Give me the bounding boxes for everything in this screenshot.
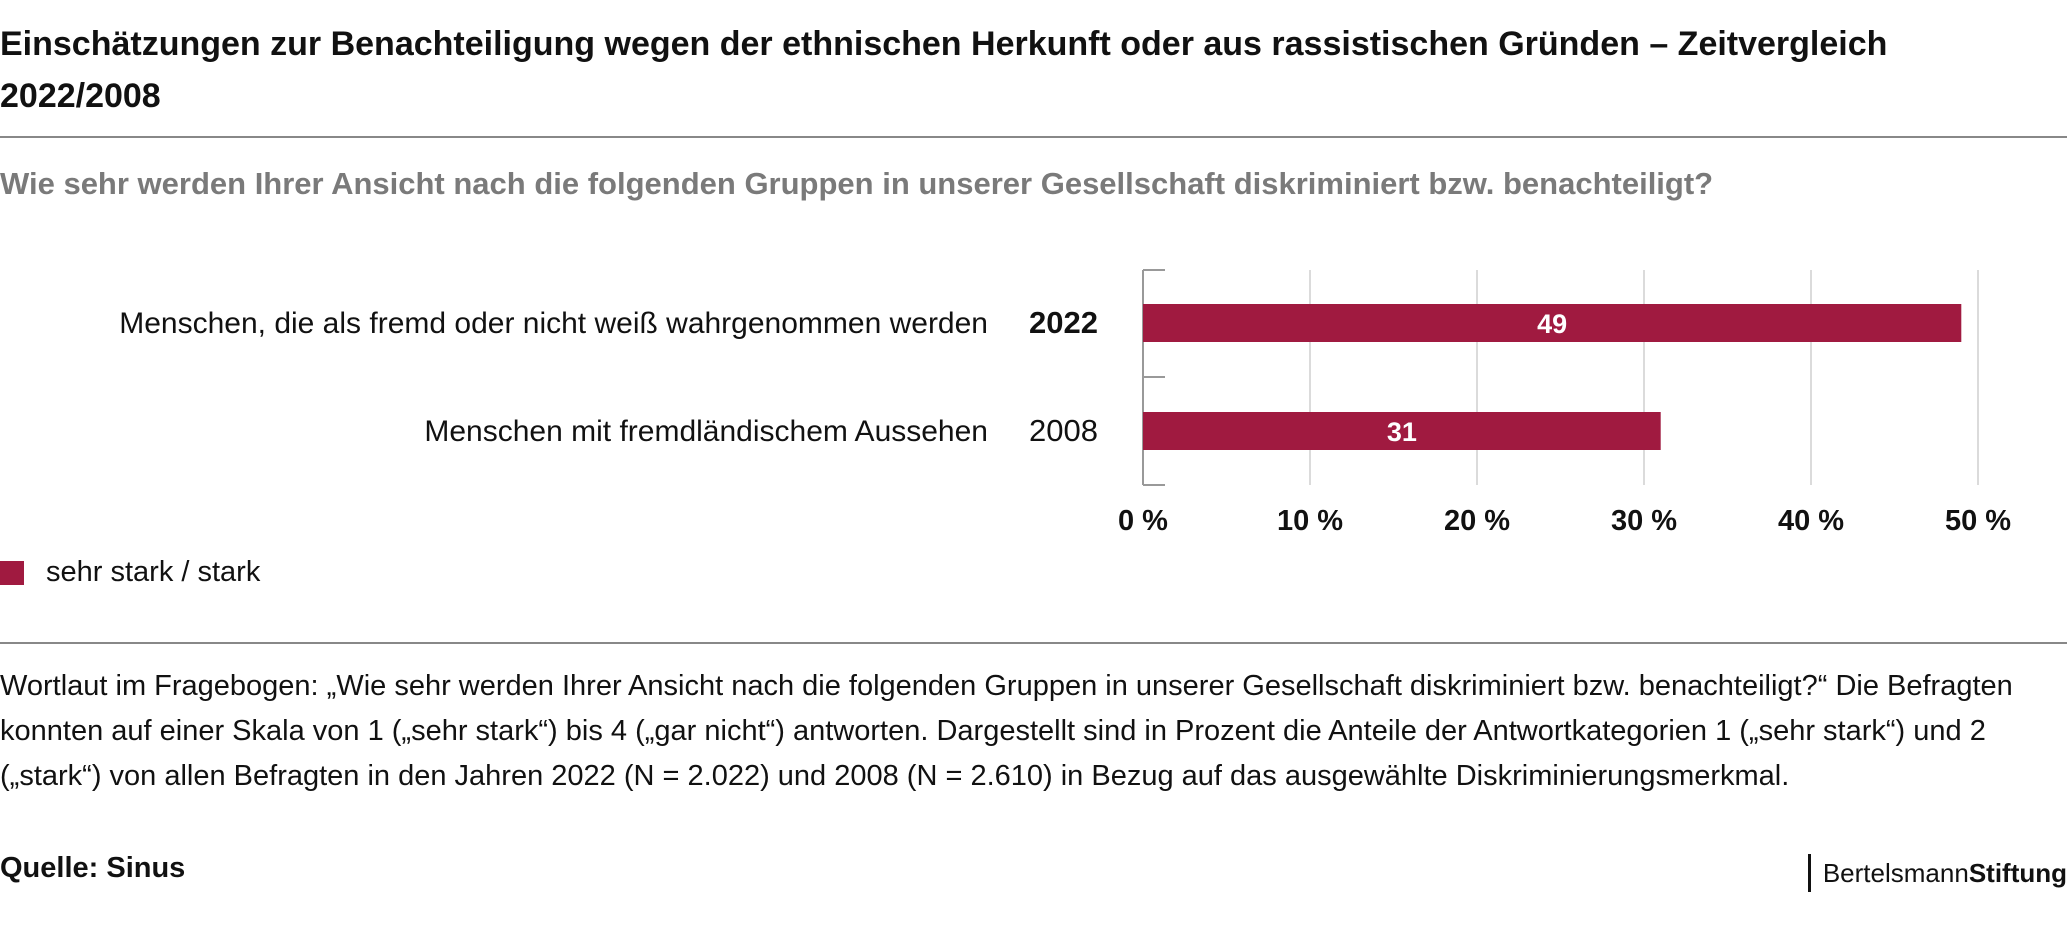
x-tick-label: 40 % (1778, 505, 1844, 537)
legend: sehr stark / stark (0, 556, 260, 589)
category-label: Menschen, die als fremd oder nicht weiß … (119, 307, 988, 340)
data-label: 49 (1537, 309, 1567, 339)
bar (1143, 304, 1962, 342)
x-tick-label: 20 % (1444, 505, 1510, 537)
brand-bar (1807, 854, 1811, 892)
title-divider (0, 136, 2067, 138)
x-tick-label: 0 % (1118, 505, 1168, 537)
bar-chart: 0 % 10 % 20 % 30 % 40 % 50 % 49 Menschen, die a… (119, 269, 2011, 537)
brand-name-light: Bertelsmann (1822, 857, 1969, 888)
chart-subtitle: Wie sehr werden Ihrer Ansicht nach die f… (0, 166, 1714, 201)
x-tick-label: 50 % (1945, 505, 2011, 537)
footer-divider (0, 642, 2067, 644)
category-label: Menschen mit fremdländischem Aussehen (424, 415, 988, 448)
brand-name-bold: Stiftung (1968, 857, 2067, 888)
x-tick-label: 10 % (1277, 505, 1343, 537)
source-label: Quelle: Sinus (0, 852, 186, 884)
chart-title: Einschätzungen zur Benachteiligung wegen… (0, 25, 1888, 115)
year-label: 2022 (1029, 305, 1098, 340)
legend-swatch (0, 560, 24, 585)
bar (1143, 412, 1661, 450)
legend-label: sehr stark / stark (46, 556, 261, 588)
x-tick-label: 30 % (1611, 505, 1677, 537)
data-label: 31 (1387, 417, 1417, 447)
brand-logo: Bertelsmann Stiftung (1807, 854, 2067, 892)
footnote: Wortlaut im Fragebogen: „Wie sehr werden… (0, 670, 2013, 792)
year-label: 2008 (1029, 413, 1098, 448)
